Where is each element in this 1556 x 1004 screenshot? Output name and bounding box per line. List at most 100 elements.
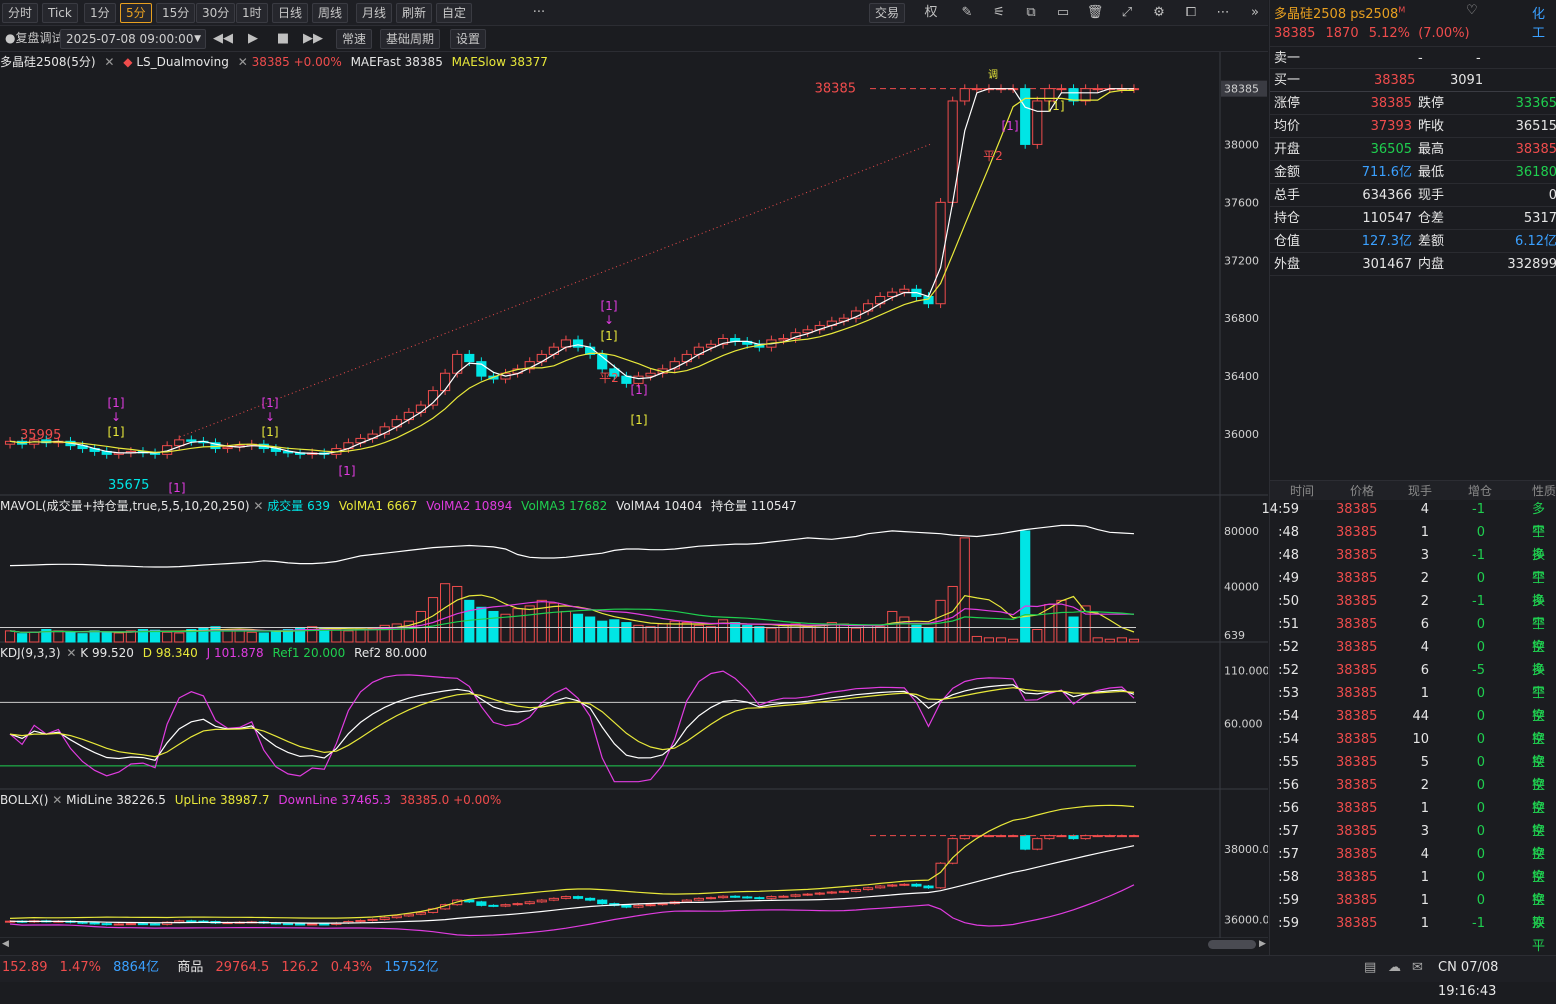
- volume-label: 成交量 639: [267, 499, 331, 513]
- period-button-10[interactable]: 刷新: [396, 3, 433, 23]
- volume-bar: [427, 597, 439, 643]
- replay-datetime-select[interactable]: 2025-07-08 09:00:00 ▼: [60, 29, 206, 49]
- kline-chart[interactable]: 38385 38000 37600 37200 36800 36400 36000 38385…: [0, 52, 1268, 940]
- tick-volume: 4: [1420, 640, 1429, 655]
- tick-oi-change: 0: [1476, 571, 1485, 586]
- note-icon[interactable]: ▤: [1364, 960, 1377, 975]
- cloud-icon[interactable]: ☁: [1388, 960, 1401, 975]
- rights-button[interactable]: 权: [924, 5, 938, 20]
- trash-icon[interactable]: 🗑: [1086, 5, 1104, 20]
- candle-body: [609, 368, 620, 377]
- close-icon[interactable]: ✕: [104, 55, 115, 69]
- play-icon[interactable]: ▶: [248, 31, 258, 46]
- trade-button[interactable]: 交易: [869, 3, 906, 23]
- tick-price: 38385: [1336, 847, 1378, 862]
- tick-price: 38385: [1336, 525, 1378, 540]
- close-signal-label: 平2: [983, 149, 1003, 163]
- window-icon[interactable]: ⧠: [1185, 5, 1197, 20]
- gear-icon[interactable]: ⚙: [1153, 5, 1165, 20]
- base-period-button[interactable]: 基础周期: [380, 29, 441, 49]
- period-button-4[interactable]: 15分: [156, 3, 196, 23]
- volma3-label: VolMA3 17682: [521, 499, 608, 513]
- close-icon[interactable]: ✕: [253, 499, 264, 513]
- boll-candle-body: [77, 921, 88, 924]
- boll-candle-body: [754, 897, 765, 900]
- crop-icon[interactable]: ⧉: [1026, 5, 1036, 20]
- double-chevron-icon[interactable]: »: [1251, 5, 1259, 20]
- boll-candle-body: [826, 891, 837, 894]
- tick-price: 38385: [1336, 571, 1378, 586]
- volume-bar: [125, 630, 136, 643]
- quote-row: 持仓 110547 仓差 5317: [1270, 207, 1556, 230]
- stop-icon[interactable]: ■: [276, 31, 290, 46]
- candle-body: [1044, 88, 1055, 102]
- heart-icon[interactable]: ♡: [1466, 3, 1478, 18]
- volume-bar: [391, 623, 402, 643]
- quote-value: 110547: [1362, 211, 1412, 226]
- volume-bar: [294, 627, 306, 643]
- period-button-9[interactable]: 月线: [356, 3, 393, 23]
- candle-body: [899, 288, 910, 293]
- period-button-2[interactable]: 1分: [84, 3, 116, 23]
- trend-line: [179, 143, 931, 438]
- speed-button[interactable]: 常速: [336, 29, 373, 49]
- period-toolbar: 分时 Tick 1分 5分 15分 30分 1时 日线 周线 月线 刷新 自定 ··· 交易 权 ✎ ⚟ ⧉ ▭ 🗑 ⤢…: [0, 0, 1268, 26]
- candle-body: [440, 372, 451, 392]
- signal-label: [1]: [262, 396, 279, 410]
- sliders-icon[interactable]: ⚟: [993, 5, 1005, 20]
- tick-oi-change: -1: [1472, 916, 1485, 931]
- ref1-label: Ref1 20.000: [272, 646, 346, 660]
- boll-candle-body: [875, 885, 886, 889]
- mavol-label: MAVOL(成交量+持仓量,true,5,5,10,20,250): [0, 499, 250, 513]
- scroll-right-icon[interactable]: ▶: [1259, 939, 1266, 949]
- chart-svg[interactable]: 38385 38000 37600 37200 36800 36400 36000 38385…: [0, 52, 1268, 940]
- close-icon[interactable]: ✕: [66, 646, 77, 660]
- period-button-1[interactable]: Tick: [42, 3, 78, 23]
- price-label: 38385 +0.00%: [251, 55, 342, 69]
- tick-row: :51 38385 6 0 空换: [1270, 613, 1556, 655]
- tick-price: 38385: [1336, 686, 1378, 701]
- period-button-3[interactable]: 5分: [120, 3, 152, 23]
- chart-scrollbar[interactable]: ◀ ▶: [0, 938, 1268, 952]
- volume-bar: [101, 631, 112, 643]
- boll-candle-body: [512, 903, 523, 906]
- period-button-8[interactable]: 周线: [312, 3, 349, 23]
- tick-price: 38385: [1336, 617, 1378, 632]
- scroll-thumb[interactable]: [1208, 940, 1256, 949]
- period-button-6[interactable]: 1时: [236, 3, 268, 23]
- period-button-0[interactable]: 分时: [2, 3, 39, 23]
- period-button-11[interactable]: 自定: [436, 3, 473, 23]
- close-icon[interactable]: ✕: [237, 55, 248, 69]
- candle-body: [572, 339, 584, 348]
- adjust-signal-label: 调: [988, 69, 998, 81]
- commodity-label[interactable]: 商品: [177, 960, 204, 975]
- expand-icon[interactable]: ⤢: [1121, 5, 1133, 20]
- close-icon[interactable]: ✕: [52, 793, 63, 807]
- tick-time: :55: [1278, 755, 1299, 770]
- tick-time: :56: [1278, 801, 1299, 816]
- ticks-header-cell: 增仓: [1468, 484, 1493, 498]
- chat-icon[interactable]: ✉: [1412, 960, 1423, 975]
- volume-bar: [500, 613, 511, 643]
- volume-bar: [693, 624, 704, 643]
- tick-row: :56 38385 2 0 空换: [1270, 774, 1556, 816]
- volume-bar: [1116, 637, 1127, 643]
- layout-icon[interactable]: ▭: [1056, 5, 1070, 20]
- period-button-7[interactable]: 日线: [272, 3, 309, 23]
- volume-bar: [379, 624, 390, 643]
- forward-icon[interactable]: ▶▶: [303, 31, 323, 46]
- boll-candle-body: [186, 920, 197, 923]
- pen-icon[interactable]: ✎: [961, 5, 973, 20]
- settings-button[interactable]: 设置: [450, 29, 487, 49]
- ellipsis-icon[interactable]: ⋯: [1216, 5, 1230, 20]
- more-icon[interactable]: ···: [532, 5, 546, 20]
- volume-bar: [77, 633, 88, 643]
- tick-volume: 5: [1420, 755, 1429, 770]
- quote-value: 38385: [1515, 142, 1556, 157]
- period-button-5[interactable]: 30分: [196, 3, 236, 23]
- volume-bar: [887, 610, 898, 643]
- quote-row: 金额 711.6亿 最低 36180: [1270, 161, 1556, 184]
- scroll-left-icon[interactable]: ◀: [2, 939, 9, 949]
- rewind-icon[interactable]: ◀◀: [213, 31, 233, 46]
- candle-body: [959, 88, 970, 102]
